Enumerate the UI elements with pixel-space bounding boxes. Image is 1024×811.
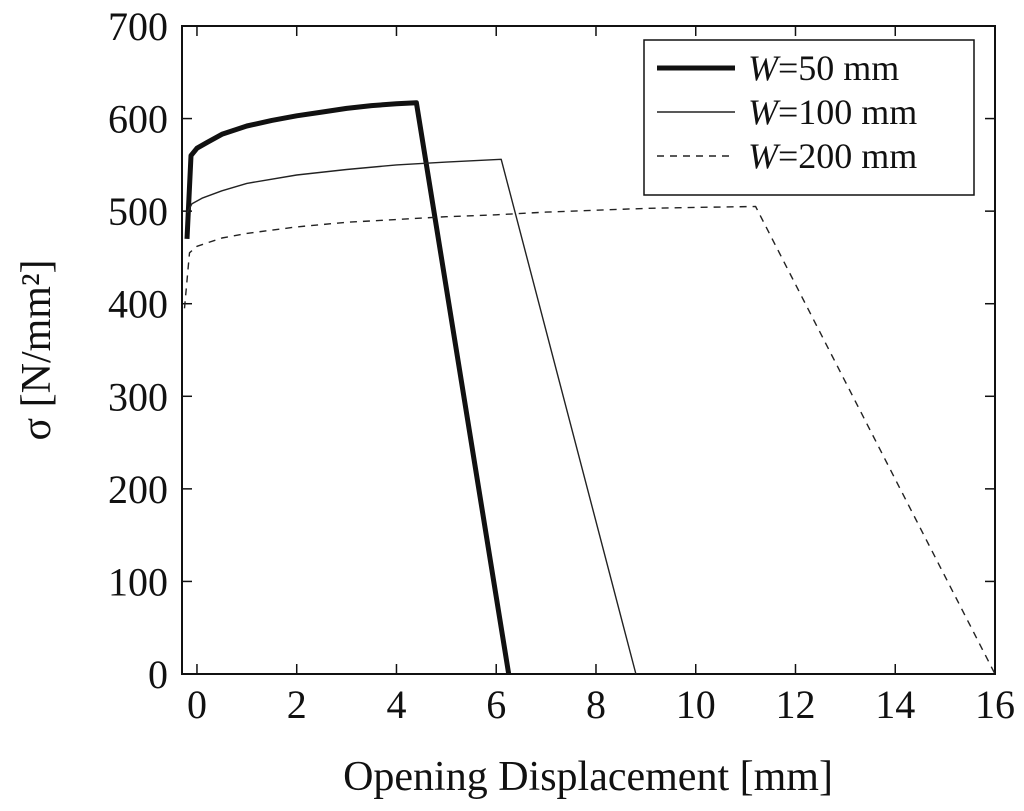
x-tick-label: 2	[287, 682, 307, 727]
legend-label-2: W=100 mm	[748, 92, 917, 132]
series-line-3	[183, 205, 996, 675]
x-tick-label: 12	[775, 682, 815, 727]
y-tick-label: 300	[108, 374, 168, 419]
x-tick-label: 16	[975, 682, 1015, 727]
x-tick-label: 8	[586, 682, 606, 727]
y-tick-label: 200	[108, 467, 168, 512]
x-tick-label: 10	[676, 682, 716, 727]
x-tick-label: 6	[486, 682, 506, 727]
legend-label-3: W=200 mm	[748, 136, 917, 176]
y-tick-label: 700	[108, 4, 168, 49]
series-line-1	[184, 100, 512, 675]
x-tick-label: 0	[187, 682, 207, 727]
x-axis-label: Opening Displacement [mm]	[343, 754, 833, 800]
y-tick-label: 500	[108, 189, 168, 234]
plot-frame	[181, 25, 996, 675]
y-tick-label: 600	[108, 97, 168, 142]
y-tick-label: 400	[108, 282, 168, 327]
x-tick-label: 14	[875, 682, 915, 727]
legend: W=50 mmW=100 mmW=200 mm	[643, 39, 975, 196]
y-tick-label: 100	[108, 559, 168, 604]
legend-label-1: W=50 mm	[748, 48, 899, 88]
series-line-2	[186, 158, 637, 675]
x-axis: 0 2 4 6 8 10 12 14 16	[187, 26, 1015, 727]
y-tick-label: 0	[148, 652, 168, 697]
y-axis: 0 100 200 300 400 500 600 700	[108, 4, 995, 697]
y-axis-label: σ [N/mm²]	[14, 259, 60, 440]
x-tick-label: 4	[386, 682, 406, 727]
series-layer	[183, 100, 996, 675]
